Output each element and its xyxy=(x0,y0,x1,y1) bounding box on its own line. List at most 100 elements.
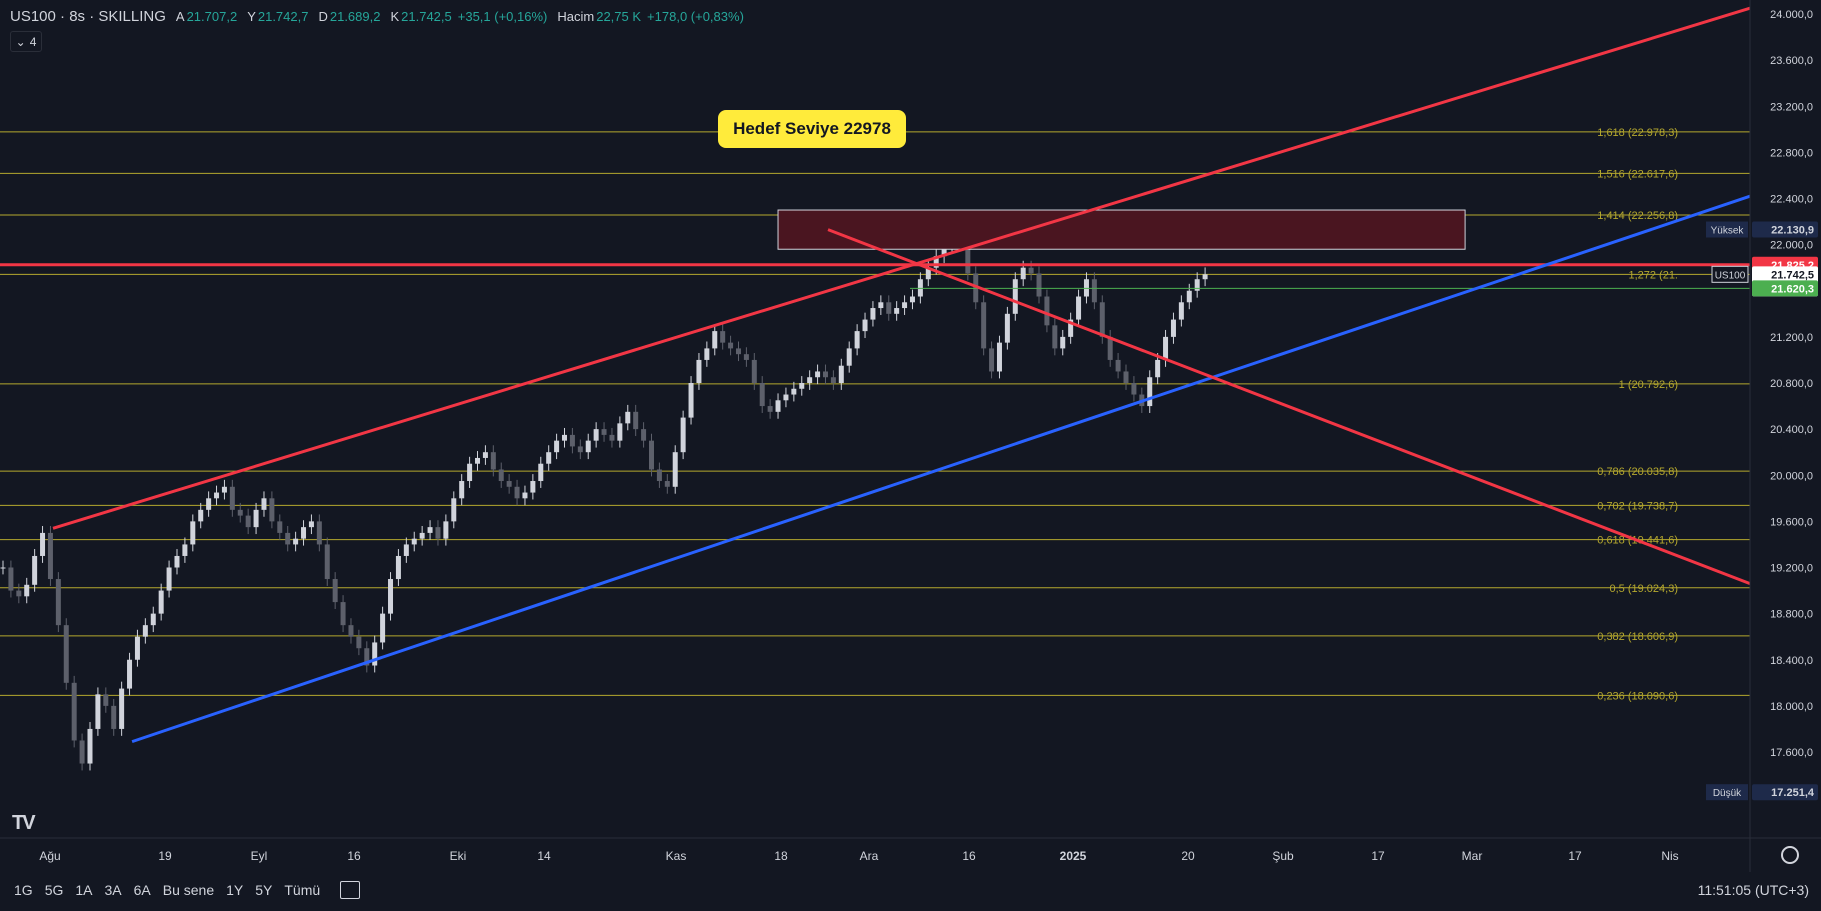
target-level-label[interactable]: Hedef Seviye 22978 xyxy=(718,110,906,148)
price-tick-label: 21.200,0 xyxy=(1770,332,1813,344)
candle xyxy=(340,602,346,626)
trend-line-lower-channel[interactable] xyxy=(131,194,1751,744)
timeframe-3a[interactable]: 3A xyxy=(104,882,122,898)
time-tick-label: 2025 xyxy=(1060,849,1087,863)
candle xyxy=(388,579,394,614)
candle xyxy=(664,481,670,487)
candle xyxy=(0,567,6,569)
time-tick-label: Ağu xyxy=(39,849,60,863)
candle xyxy=(601,429,607,435)
candle xyxy=(791,388,797,395)
timeframe-all[interactable]: Tümü xyxy=(284,882,321,898)
candle xyxy=(1099,302,1105,337)
time-tick-label: Ara xyxy=(860,849,879,863)
candle xyxy=(704,348,710,360)
gear-icon[interactable] xyxy=(1781,846,1799,864)
candle xyxy=(538,463,544,482)
price-tick-label: 19.600,0 xyxy=(1770,516,1813,528)
fib-level-label: 0,5 (19.024,3) xyxy=(1610,583,1679,595)
candle xyxy=(1186,290,1192,303)
candle xyxy=(206,498,212,510)
trend-line-upper-channel[interactable] xyxy=(52,6,1751,530)
time-tick-label: Eyl xyxy=(251,849,268,863)
candle xyxy=(1060,336,1066,349)
timeframe-5y[interactable]: 5Y xyxy=(255,882,273,898)
candle xyxy=(1202,274,1208,280)
indicator-toggle-button[interactable]: ⌄ 4 xyxy=(10,31,42,52)
price-tick-label: 20.000,0 xyxy=(1770,470,1813,482)
time-tick-label: 18 xyxy=(774,849,788,863)
candle xyxy=(316,521,322,545)
supply-zone[interactable] xyxy=(777,209,1466,250)
price-tick-label: 23.200,0 xyxy=(1770,101,1813,113)
candle xyxy=(190,521,196,545)
candle xyxy=(166,567,172,591)
trend-line-descending-line[interactable] xyxy=(827,228,1751,586)
candle xyxy=(609,434,615,441)
timeframe-6a[interactable]: 6A xyxy=(133,882,151,898)
timeframe-ytd[interactable]: Bu sene xyxy=(162,882,215,898)
candle xyxy=(846,348,852,366)
price-tick-label: 22.400,0 xyxy=(1770,194,1813,206)
change-value: +35,1 (+0,16%) xyxy=(457,9,548,24)
candle xyxy=(403,544,409,556)
candle xyxy=(395,555,401,580)
candle xyxy=(870,308,876,320)
clock-display[interactable]: 11:51:05 (UTC+3) xyxy=(1697,882,1809,898)
timeframe-1y[interactable]: 1Y xyxy=(226,882,244,898)
candle xyxy=(498,469,504,482)
price-tag-value: 22.130,9 xyxy=(1771,225,1814,237)
fib-level-label: 1,516 (22.617,6) xyxy=(1597,168,1678,180)
timeframe-5g[interactable]: 5G xyxy=(44,882,64,898)
price-axis[interactable] xyxy=(1750,0,1821,872)
candle xyxy=(1107,336,1113,360)
candle xyxy=(656,469,662,482)
time-tick-label: 17 xyxy=(1568,849,1582,863)
candle xyxy=(482,452,488,458)
time-tick-label: Eki xyxy=(450,849,467,863)
candle xyxy=(941,244,947,257)
candle xyxy=(245,515,251,528)
timeframe-1g[interactable]: 1G xyxy=(14,882,33,898)
candle xyxy=(838,365,844,383)
candle xyxy=(767,406,773,412)
candle xyxy=(150,613,156,626)
candle xyxy=(158,590,164,614)
candle xyxy=(577,446,583,453)
candle xyxy=(1194,279,1200,291)
candle xyxy=(95,694,101,729)
candle xyxy=(24,584,30,597)
candle xyxy=(443,521,449,539)
time-tick-label: 20 xyxy=(1181,849,1195,863)
candle xyxy=(783,394,789,401)
candle xyxy=(546,452,552,464)
time-tick-label: 19 xyxy=(158,849,172,863)
candle xyxy=(285,532,291,545)
candle xyxy=(1083,279,1089,297)
price-tag-high xyxy=(1752,221,1818,238)
calendar-icon[interactable] xyxy=(340,881,361,899)
candle xyxy=(625,411,631,424)
candle xyxy=(522,492,528,499)
candle xyxy=(459,481,465,499)
symbol-title[interactable]: US100 · 8s · SKILLING xyxy=(10,8,166,25)
price-tick-label: 17.600,0 xyxy=(1770,747,1813,759)
candle xyxy=(308,521,314,528)
tradingview-logo[interactable]: TV xyxy=(12,812,36,834)
candle xyxy=(1163,336,1169,360)
timeframe-1a[interactable]: 1A xyxy=(75,882,93,898)
time-tick-label: 16 xyxy=(962,849,976,863)
candle xyxy=(965,244,971,274)
candle xyxy=(1131,383,1137,395)
candle xyxy=(198,509,204,522)
candle xyxy=(55,579,61,626)
candle xyxy=(1028,267,1034,274)
price-tick-label: 20.800,0 xyxy=(1770,378,1813,390)
candle xyxy=(103,694,109,706)
candle xyxy=(1115,359,1121,372)
price-tag-label: Yüksek xyxy=(1711,226,1745,237)
candle xyxy=(293,538,299,545)
high-value: Y 21.742,7 xyxy=(247,9,309,24)
candle xyxy=(32,555,38,585)
